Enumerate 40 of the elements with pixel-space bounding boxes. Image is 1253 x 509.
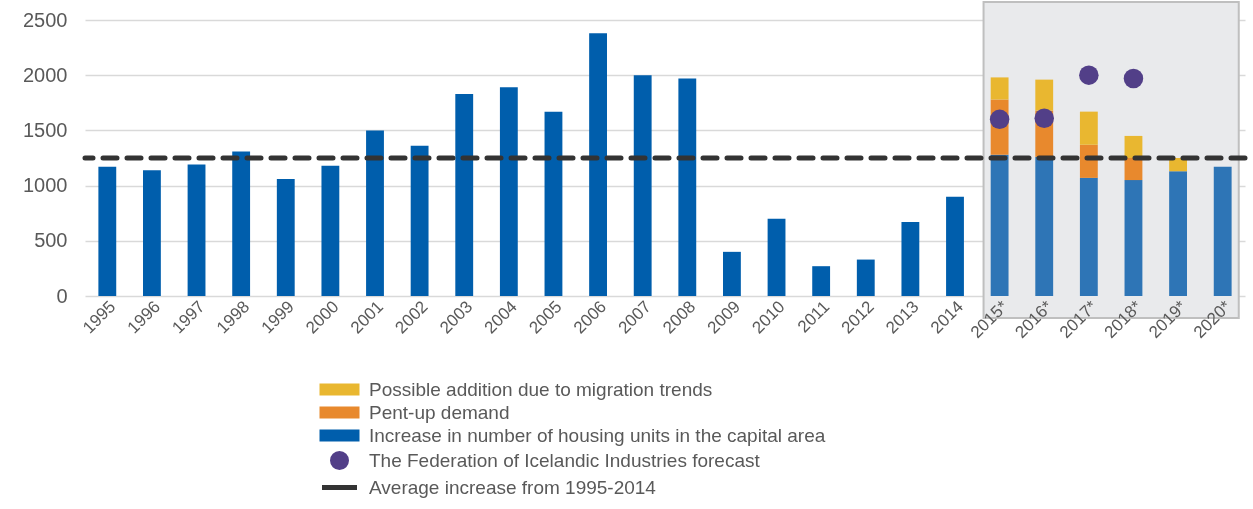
bar xyxy=(946,196,964,296)
bar xyxy=(633,75,652,296)
bar xyxy=(1079,111,1098,145)
y-tick-label: 1000 xyxy=(23,174,68,197)
bar xyxy=(499,87,518,296)
legend-label: Increase in number of housing units in the capital area xyxy=(369,424,826,446)
bar xyxy=(1213,166,1232,296)
bar xyxy=(856,259,875,296)
bar xyxy=(767,218,786,296)
bar xyxy=(1035,79,1054,111)
y-tick-label: 0 xyxy=(56,284,68,307)
bar xyxy=(901,222,920,296)
bar xyxy=(990,154,1009,296)
bar xyxy=(232,151,251,296)
bar xyxy=(678,78,697,296)
bar xyxy=(589,33,607,296)
legend-label: Possible addition due to migration trends xyxy=(369,378,713,400)
bar xyxy=(410,145,429,296)
bar xyxy=(1079,177,1098,296)
bar xyxy=(1035,156,1054,296)
bar xyxy=(321,165,340,296)
y-tick-label: 1500 xyxy=(23,118,68,141)
bar xyxy=(990,77,1009,100)
bar xyxy=(143,170,161,296)
bar xyxy=(455,93,474,296)
legend-label: Pent-up demand xyxy=(369,401,510,423)
y-tick-label: 2000 xyxy=(23,63,68,86)
bar xyxy=(366,130,384,296)
y-tick-label: 500 xyxy=(34,229,68,252)
y-tick-label: 2500 xyxy=(23,8,68,31)
bar xyxy=(98,166,117,296)
legend-label: The Federation of Icelandic Industries forecast xyxy=(369,449,761,471)
bar xyxy=(1124,180,1143,296)
bar xyxy=(812,266,831,296)
bar xyxy=(1169,171,1187,296)
bar xyxy=(187,164,206,296)
bar xyxy=(723,251,741,296)
legend-label: Average increase from 1995-2014 xyxy=(369,476,657,498)
bar xyxy=(544,111,563,296)
bar xyxy=(276,178,295,296)
